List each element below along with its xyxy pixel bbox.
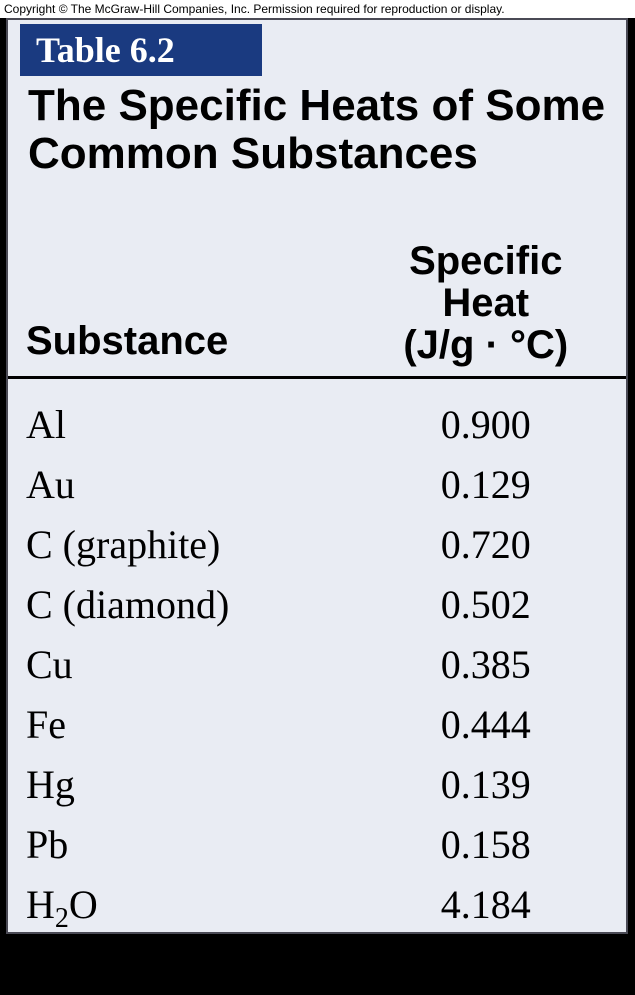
cell-value: 0.129	[364, 465, 608, 505]
table-row: Al0.900	[26, 395, 608, 455]
table-row: C (graphite)0.720	[26, 515, 608, 575]
cell-substance: C (diamond)	[26, 585, 364, 625]
header-line2: Heat	[364, 282, 608, 324]
table-row: Cu0.385	[26, 635, 608, 695]
cell-value: 4.184	[364, 885, 608, 925]
cell-value: 0.158	[364, 825, 608, 865]
table-row: Pb0.158	[26, 815, 608, 875]
table-body: Al0.900Au0.129C (graphite)0.720C (diamon…	[26, 395, 608, 995]
cell-value: 0.502	[364, 585, 608, 625]
table-card: Table 6.2 The Specific Heats of Some Com…	[6, 18, 628, 934]
cell-substance: Cu	[26, 645, 364, 685]
cell-substance: Fe	[26, 705, 364, 745]
header-line3: (J/g · °C)	[364, 324, 608, 366]
cell-value: 0.139	[364, 765, 608, 805]
header-substance: Substance	[26, 319, 364, 366]
table-row: Fe0.444	[26, 695, 608, 755]
table-row: Au0.129	[26, 455, 608, 515]
cell-value: 0.900	[364, 405, 608, 445]
cell-value: 0.385	[364, 645, 608, 685]
copyright-text: Copyright © The McGraw-Hill Companies, I…	[0, 0, 635, 18]
cell-value: 0.444	[364, 705, 608, 745]
table-number-tab: Table 6.2	[20, 24, 262, 76]
table-title: The Specific Heats of Some Common Substa…	[28, 82, 606, 179]
cell-substance: Al	[26, 405, 364, 445]
cell-value: 0.720	[364, 525, 608, 565]
cell-substance: Hg	[26, 765, 364, 805]
cell-substance: Pb	[26, 825, 364, 865]
table-row: C2H5OH (ethanol)2.46	[26, 935, 608, 995]
table-row: C (diamond)0.502	[26, 575, 608, 635]
table-header-row: Substance Specific Heat (J/g · °C)	[8, 240, 626, 379]
header-line1: Specific	[364, 240, 608, 282]
header-specific-heat: Specific Heat (J/g · °C)	[364, 240, 608, 366]
cell-substance: Au	[26, 465, 364, 505]
cell-value: 2.46	[364, 945, 608, 985]
cell-substance: H2O	[26, 885, 364, 925]
cell-substance: C2H5OH (ethanol)	[26, 945, 364, 985]
table-row: H2O4.184	[26, 875, 608, 935]
table-row: Hg0.139	[26, 755, 608, 815]
cell-substance: C (graphite)	[26, 525, 364, 565]
